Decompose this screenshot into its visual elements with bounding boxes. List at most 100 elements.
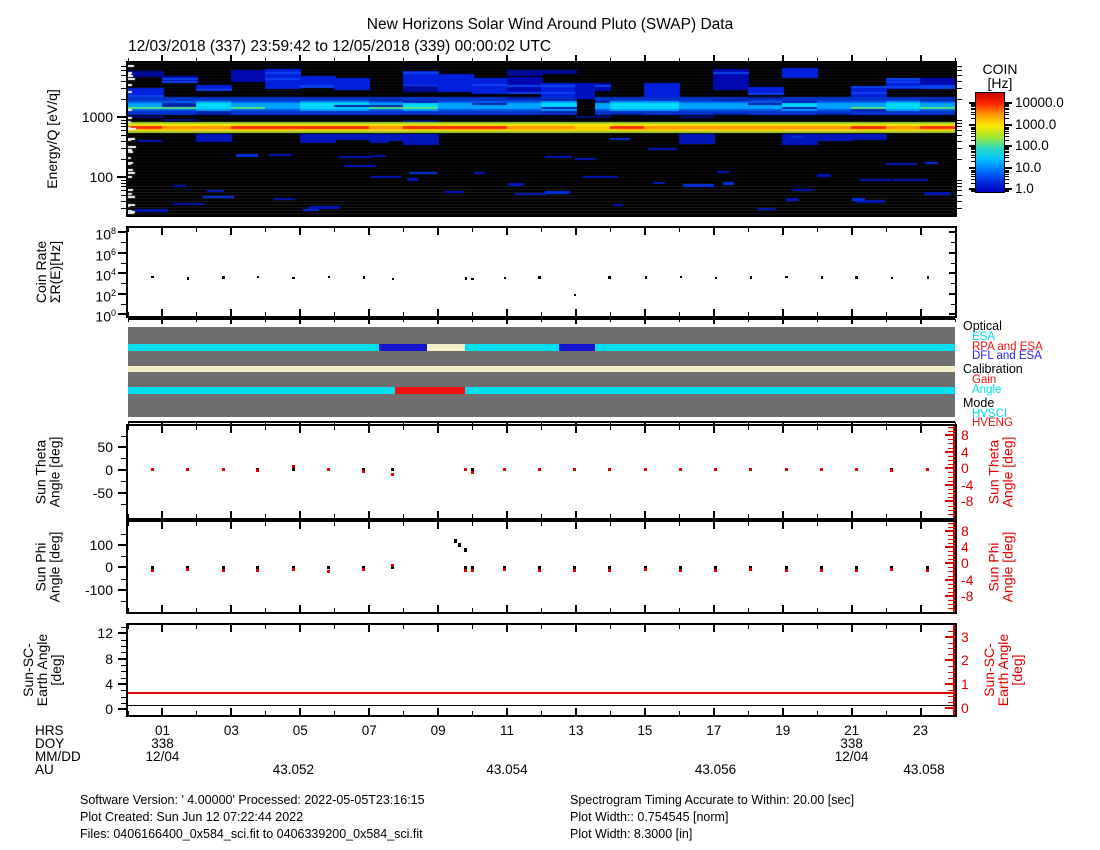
phi-red-point — [503, 568, 507, 572]
colorbar-minor — [1005, 191, 1009, 193]
coin-rate-point — [644, 276, 648, 279]
theta-red-point — [854, 468, 858, 471]
spectrogram-ytick-minor — [957, 186, 962, 188]
x-axis-tick — [919, 708, 922, 715]
rate-ytick-minor — [951, 283, 955, 285]
coin-rate-point — [327, 275, 331, 279]
x-axis-tick — [781, 522, 784, 529]
legend-item: DFL and ESA — [972, 350, 1042, 362]
colorbar-title-line1: COIN — [982, 61, 1018, 77]
colorbar-minor — [971, 118, 975, 120]
x-axis-tick — [712, 522, 715, 529]
spectrogram-heatmap — [128, 63, 955, 215]
colorbar-tick — [969, 102, 975, 104]
earth-right-minor — [948, 701, 953, 703]
x-axis-tick — [781, 605, 784, 612]
au-label: 43.056 — [694, 762, 737, 777]
coin-rate-point — [855, 276, 858, 279]
earth-ytick-label: 4 — [105, 675, 113, 692]
x-axis-tick — [506, 625, 509, 632]
x-axis-tick — [196, 608, 198, 612]
earth-ytick-minor — [121, 671, 126, 673]
bars-axis-tick — [230, 422, 233, 427]
spectrogram-ytick-minor — [121, 208, 126, 210]
x-axis-tick — [127, 58, 129, 61]
earth-right-minor — [948, 666, 953, 668]
x-axis-tick — [643, 228, 646, 235]
x-axis-tick — [850, 522, 853, 529]
hrs-tick-label: 09 — [430, 723, 446, 738]
phi-black-point — [784, 565, 788, 569]
rate-ytick-minor — [951, 303, 955, 305]
spectrogram-ytick-minor — [121, 122, 126, 124]
x-axis-tick — [230, 55, 233, 61]
phi-right-tick — [945, 546, 953, 549]
colorbar-minor — [1005, 154, 1009, 156]
theta-ytick — [118, 468, 126, 471]
x-axis-tick — [850, 625, 853, 632]
colorbar-minor — [971, 154, 975, 156]
theta-red-point — [890, 468, 894, 472]
x-axis-tick — [816, 312, 818, 316]
x-axis-tick — [299, 605, 302, 612]
colorbar-minor — [1005, 157, 1009, 159]
phi-black-point — [644, 565, 648, 569]
bars-axis-tick — [781, 422, 784, 427]
colorbar — [975, 92, 1005, 193]
x-axis-tick — [403, 514, 405, 518]
earth-ytick-minor — [121, 664, 126, 666]
hrs-tick-label: 23 — [913, 723, 929, 738]
theta-ytick-label: 0 — [105, 461, 113, 478]
x-axis-tick — [196, 625, 198, 629]
colorbar-minor — [1005, 126, 1009, 128]
theta-ytick — [118, 491, 126, 494]
phi-black-point — [749, 565, 753, 569]
phi-red-point — [221, 569, 225, 573]
status-bar-segment-optical-cyan — [128, 344, 379, 351]
x-axis-tick — [196, 711, 198, 715]
theta-right-tick-label: -4 — [961, 476, 974, 493]
x-axis-tick — [265, 625, 267, 629]
x-axis-tick — [472, 522, 474, 526]
theta-right-tick — [945, 483, 953, 486]
x-axis-tick — [850, 511, 853, 518]
rate-ytick — [118, 292, 126, 295]
au-label: 43.058 — [903, 762, 945, 777]
x-axis-tick — [954, 608, 956, 612]
colorbar-minor — [1005, 152, 1009, 154]
rate-ytick-label: 102 — [95, 287, 116, 305]
x-axis-tick — [609, 711, 611, 715]
phi-black-point — [327, 565, 331, 569]
phi-black-point — [537, 565, 541, 569]
x-axis-tick — [712, 625, 715, 632]
x-axis-tick — [816, 711, 818, 715]
colorbar-minor — [971, 152, 975, 154]
colorbar-minor — [971, 127, 975, 129]
status-bar-segment-calibration-cream — [128, 365, 955, 372]
x-axis-tick — [678, 514, 680, 518]
theta-right-minor — [948, 447, 953, 449]
x-axis-tick — [885, 312, 887, 316]
theta-ytick-label: 50 — [97, 439, 113, 456]
colorbar-minor — [971, 173, 975, 175]
coin-rate-point — [714, 276, 717, 280]
colorbar-minor — [1005, 133, 1009, 135]
earth-right-minor — [948, 695, 953, 697]
theta-right-minor — [948, 509, 953, 511]
colorbar-minor — [1005, 149, 1009, 151]
phi-right-minor — [948, 607, 953, 609]
x-axis-tick — [643, 708, 646, 715]
theta-right-tick — [945, 467, 953, 470]
x-axis-tick — [127, 514, 129, 518]
x-axis-tick — [678, 426, 680, 430]
x-axis-tick — [368, 522, 371, 529]
phi-black-point — [470, 565, 474, 569]
rate-ytick — [949, 292, 955, 295]
spectrogram-ytick-minor — [121, 186, 126, 188]
phi-right-tick-label: -8 — [961, 587, 974, 604]
theta-right-minor — [948, 455, 953, 457]
earth-right-minor — [948, 642, 953, 644]
spectrogram-ytick-minor — [121, 148, 126, 150]
sun-sc-earth-frame — [126, 623, 957, 717]
theta-ytick-minor — [121, 504, 126, 506]
